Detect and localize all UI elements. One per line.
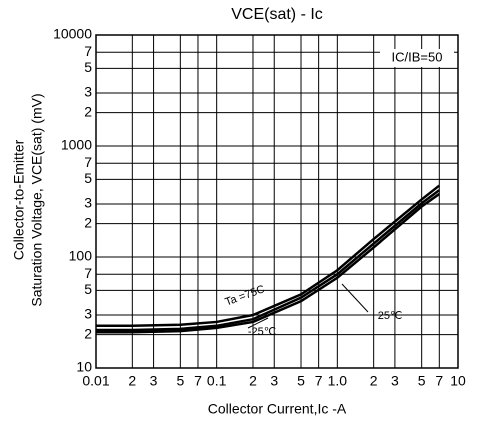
plot-frame bbox=[95, 34, 459, 369]
annotation: -25℃ bbox=[248, 326, 276, 338]
annotation-arrow bbox=[247, 317, 269, 329]
series-line bbox=[96, 192, 441, 334]
y-tick-label: 5 bbox=[84, 281, 92, 297]
x-tick-label: 5 bbox=[418, 373, 426, 389]
x-tick-label: 5 bbox=[297, 373, 305, 389]
x-axis-label: Collector Current,Ic -A bbox=[208, 401, 347, 417]
x-tick-label: 2 bbox=[370, 373, 378, 389]
annotation: Ta =75C bbox=[224, 283, 267, 308]
y-tick-label: 10 bbox=[76, 359, 92, 375]
y-tick-label: 5 bbox=[84, 170, 92, 186]
x-tick-label: 0.01 bbox=[82, 373, 109, 389]
x-tick-label: 2 bbox=[128, 373, 136, 389]
y-tick-label: 2 bbox=[84, 214, 92, 230]
y-tick-label: 2 bbox=[84, 103, 92, 119]
y-tick-label: 1000 bbox=[61, 137, 92, 153]
y-tick-label: 3 bbox=[84, 195, 92, 211]
x-tick-label: 3 bbox=[391, 373, 399, 389]
y-tick-label: 7 bbox=[84, 154, 92, 170]
y-tick-label: 100 bbox=[69, 248, 93, 264]
y-tick-label: 2 bbox=[84, 325, 92, 341]
series-line bbox=[96, 189, 441, 332]
series-line bbox=[96, 184, 441, 328]
x-tick-label: 3 bbox=[270, 373, 278, 389]
y-axis-label: Collector-to-Emitter bbox=[11, 139, 27, 260]
x-tick-label: 5 bbox=[176, 373, 184, 389]
x-tick-label: 3 bbox=[150, 373, 158, 389]
x-tick-label: 7 bbox=[315, 373, 323, 389]
y-tick-label: 7 bbox=[84, 265, 92, 281]
y-tick-label: 3 bbox=[84, 84, 92, 100]
x-tick-label: 7 bbox=[435, 373, 443, 389]
annotation: 25℃ bbox=[378, 310, 403, 322]
annotation-bg bbox=[380, 49, 454, 67]
y-tick-label: 10000 bbox=[53, 26, 92, 42]
y-tick-label: 5 bbox=[84, 59, 92, 75]
y-axis-label: Saturation Voltage, VCE(sat) (mV) bbox=[29, 93, 45, 306]
x-tick-label: 7 bbox=[194, 373, 202, 389]
x-tick-label: 0.1 bbox=[207, 373, 227, 389]
x-tick-label: 1.0 bbox=[328, 373, 348, 389]
annotation-arrow bbox=[341, 283, 369, 313]
x-tick-label: 10 bbox=[450, 373, 466, 389]
annotation: IC/IB=50 bbox=[392, 49, 443, 64]
x-tick-label: 2 bbox=[249, 373, 257, 389]
y-tick-label: 3 bbox=[84, 306, 92, 322]
y-tick-label: 7 bbox=[84, 43, 92, 59]
chart-title: VCE(sat) - Ic bbox=[231, 6, 323, 23]
